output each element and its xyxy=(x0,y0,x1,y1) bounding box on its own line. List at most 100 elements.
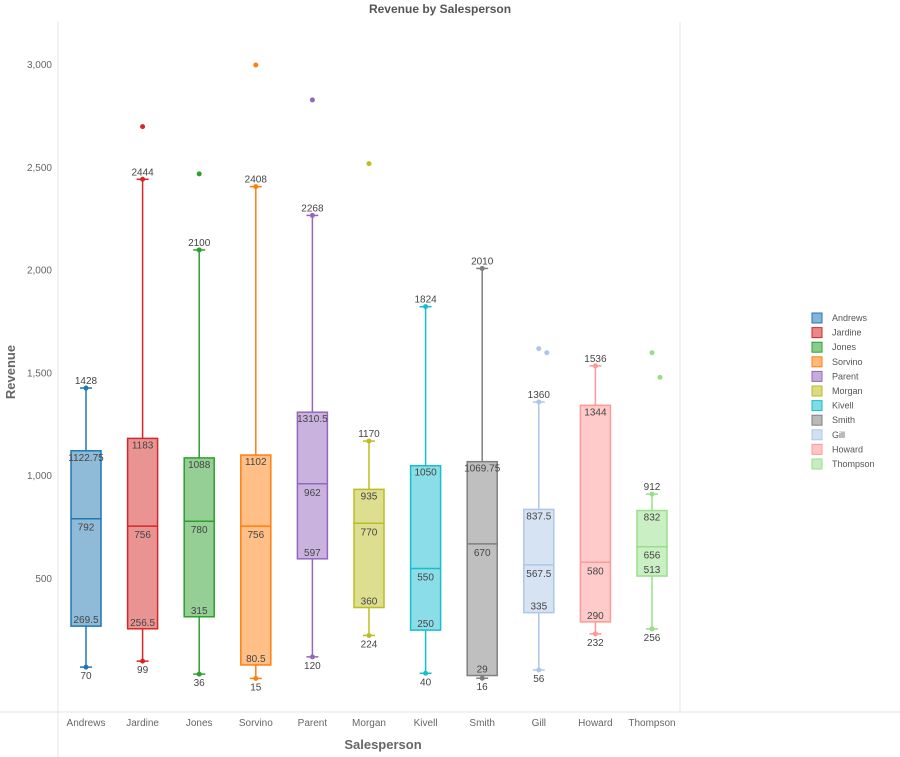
y-tick-label: 1,000 xyxy=(27,471,52,482)
x-tick-label: Gill xyxy=(532,718,546,729)
y-tick-label: 500 xyxy=(35,574,52,585)
box-smith: 2010 1069.75 670 29 16 xyxy=(464,256,501,693)
min-label: 16 xyxy=(477,682,489,693)
iqr-box xyxy=(126,437,159,630)
max-label: 2444 xyxy=(131,167,154,178)
median-label: 756 xyxy=(247,530,264,541)
q1-label: 29 xyxy=(477,665,489,676)
data-point xyxy=(423,304,429,310)
q1-label: 269.5 xyxy=(73,615,98,626)
legend-swatch xyxy=(811,327,823,339)
legend-swatch xyxy=(811,400,823,412)
q1-label: 513 xyxy=(644,565,661,576)
chart-title: Revenue by Salesperson xyxy=(369,2,511,16)
x-axis-label: Salesperson xyxy=(344,737,421,752)
q3-label: 1183 xyxy=(132,440,154,451)
box-morgan: 1170 935 770 360 224 xyxy=(353,161,385,650)
q1-label: 80.5 xyxy=(246,654,266,665)
x-tick-label: Jardine xyxy=(126,718,159,729)
q3-label: 837.5 xyxy=(526,511,551,522)
q1-label: 360 xyxy=(361,597,378,608)
min-label: 40 xyxy=(420,677,432,688)
legend-label: Jardine xyxy=(832,328,862,338)
y-tick-label: 1,500 xyxy=(27,368,52,379)
min-label: 99 xyxy=(137,665,149,676)
iqr-box xyxy=(466,460,498,677)
outlier-point xyxy=(649,350,655,356)
iqr-box xyxy=(296,411,329,560)
max-label: 1536 xyxy=(584,354,607,365)
min-label: 256 xyxy=(644,633,661,644)
legend-item-gill: Gill xyxy=(811,429,845,441)
box-gill: 1360 837.5 567.5 335 56 xyxy=(523,346,555,685)
legend-swatch xyxy=(811,341,823,353)
median-label: 770 xyxy=(361,527,378,538)
legend-item-jardine: Jardine xyxy=(811,327,862,339)
data-point xyxy=(309,212,315,218)
legend-label: Howard xyxy=(832,444,863,454)
data-point xyxy=(196,671,202,677)
min-label: 15 xyxy=(250,682,262,693)
legend-swatch xyxy=(811,414,823,426)
outlier-point xyxy=(140,124,146,130)
outlier-point xyxy=(309,97,315,103)
median-label: 792 xyxy=(78,523,95,534)
q3-label: 832 xyxy=(644,513,661,524)
legend-item-kivell: Kivell xyxy=(811,400,854,412)
box-kivell: 1824 1050 550 250 40 xyxy=(409,295,442,688)
data-point xyxy=(592,631,598,637)
data-point xyxy=(196,247,202,253)
legend-swatch xyxy=(811,429,823,441)
min-label: 224 xyxy=(361,639,378,650)
max-label: 2100 xyxy=(188,238,211,249)
data-point xyxy=(83,664,89,670)
y-axis-ticks: 500 1,000 1,500 2,000 2,500 3,000 xyxy=(27,60,52,585)
data-point xyxy=(536,667,542,673)
data-point xyxy=(649,491,655,497)
median-label: 656 xyxy=(644,551,661,562)
legend-label: Parent xyxy=(832,371,859,381)
min-label: 56 xyxy=(533,674,545,685)
box-jardine: 2444 1183 756 256.5 99 xyxy=(126,124,159,676)
outlier-point xyxy=(253,62,259,68)
data-point xyxy=(423,670,429,676)
legend-swatch xyxy=(811,370,823,382)
q3-label: 1088 xyxy=(188,460,211,471)
legend-label: Gill xyxy=(832,430,845,440)
legend-swatch xyxy=(811,356,823,368)
legend-label: Andrews xyxy=(832,313,868,323)
median-label: 780 xyxy=(191,525,208,536)
data-point xyxy=(479,265,485,271)
data-point xyxy=(140,658,146,664)
iqr-box xyxy=(70,450,102,627)
max-label: 1824 xyxy=(414,295,437,306)
data-point xyxy=(83,385,89,391)
iqr-box xyxy=(240,454,272,666)
q1-label: 250 xyxy=(417,619,434,630)
legend-label: Thompson xyxy=(832,459,875,469)
data-point xyxy=(366,438,372,444)
max-label: 2408 xyxy=(245,175,268,186)
x-tick-label: Morgan xyxy=(352,718,386,729)
data-point xyxy=(253,184,259,190)
q1-label: 290 xyxy=(587,611,604,622)
box-andrews: 1428 1122.75 792 269.5 70 xyxy=(68,376,104,682)
legend-label: Smith xyxy=(832,415,855,425)
x-tick-label: Sorvino xyxy=(239,718,273,729)
max-label: 1360 xyxy=(528,390,551,401)
min-label: 36 xyxy=(194,678,206,689)
q3-label: 935 xyxy=(361,491,378,502)
outlier-point xyxy=(366,161,372,167)
q3-label: 1102 xyxy=(245,457,267,468)
outlier-point xyxy=(536,346,542,352)
x-tick-label: Thompson xyxy=(628,718,675,729)
box-parent: 2268 1310.5 962 597 120 xyxy=(296,97,329,672)
iqr-box xyxy=(523,508,555,614)
outlier-point xyxy=(657,374,663,380)
legend-item-parent: Parent xyxy=(811,370,859,382)
legend-item-howard: Howard xyxy=(811,443,863,455)
data-point xyxy=(536,399,542,405)
legend: Andrews Jardine Jones Sorvino Parent Morgan Ki… xyxy=(811,312,875,470)
legend-item-sorvino: Sorvino xyxy=(811,356,863,368)
legend-swatch xyxy=(811,443,823,455)
